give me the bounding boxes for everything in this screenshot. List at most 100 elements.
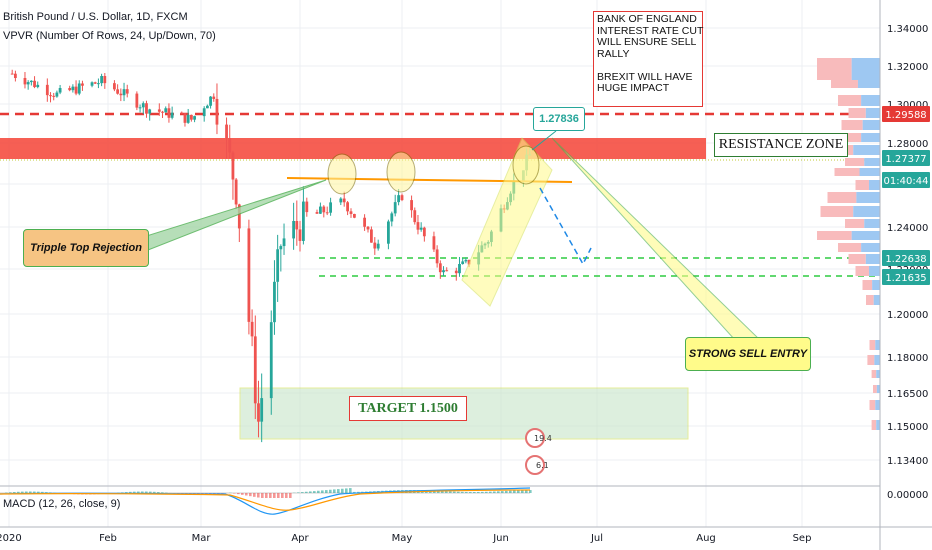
macd-hist-bar [217,493,220,494]
candle-body [36,84,40,88]
candle-body [49,95,52,97]
candle-body [29,80,33,83]
candle-body [138,107,142,109]
event-marker-2[interactable] [525,455,545,475]
vpvr-up [864,158,880,166]
macd-hist-bar [341,488,344,493]
candle-body [202,108,206,117]
event-marker-1[interactable] [525,428,545,448]
vpvr-down [848,108,866,118]
candle-body [225,124,228,139]
candle-body [376,243,380,249]
vpvr-down [838,133,862,142]
candle-body [26,82,30,85]
vpvr-up [876,370,880,378]
time-tick: Feb [99,533,117,544]
candle-body [164,108,168,113]
candle-body [349,211,353,214]
note-line: HUGE IMPACT [597,82,670,94]
macd-hist-bar [21,491,24,493]
vpvr-up [868,266,880,276]
candle-body [170,112,174,118]
macd-hist-bar [277,493,280,498]
candle-body [346,202,349,212]
macd-hist-bar [321,490,324,493]
vpvr-down [873,385,877,393]
candle-body [71,86,75,91]
candle-body [231,152,235,180]
macd-hist-bar [333,489,336,493]
vpvr-up [868,180,880,190]
candle-body [445,270,449,272]
price-label-text: 1.22638 [885,254,926,265]
candle-body [400,195,404,201]
volume-profile [817,58,880,430]
price-tick: 1.28000 [887,139,928,150]
candle-body [295,220,299,230]
macd-hist-bar [517,490,520,493]
macd-hist-bar [265,493,268,498]
candle-body [10,73,14,75]
candle-body [305,201,309,213]
macd-hist-bar [313,491,316,493]
macd-hist-bar [329,489,332,493]
macd-hist-bar [249,493,252,497]
vpvr-up [861,133,880,142]
macd-hist-bar [37,491,40,493]
candle-body [55,92,59,97]
macd-hist-bar [521,490,524,493]
symbol-header[interactable]: British Pound / U.S. Dollar, 1D, FXCM [3,11,188,23]
candle-body [145,103,148,114]
macd-hist-bar [137,491,140,493]
macd-hist-bar [305,491,308,493]
candle-body [81,83,84,86]
macd-hist-bar [45,492,48,493]
candle-body [390,213,394,222]
candle-body [325,212,329,214]
candle-body [253,336,257,404]
candle-body [353,213,356,218]
candle-body [228,138,232,153]
macd-hist-bar [273,493,276,498]
macd-hist-bar [285,493,288,498]
macd-hist-bar [297,492,300,493]
price-label-box [882,172,930,188]
event-marker-2-text: 6.1 [536,461,549,470]
candle-body [419,227,423,230]
time-tick: Jun [492,533,509,544]
price-label-text: 1.27377 [885,154,926,165]
price-axis[interactable]: 1.340001.320001.300001.280001.260001.240… [887,24,928,467]
macd-hist-bar [477,491,480,493]
top-circle-2 [386,151,416,193]
price-label-text: 1.21635 [885,273,926,284]
vpvr-up [876,420,880,430]
candle-body [234,179,238,205]
strong-sell-callout: STRONG SELL ENTRY [685,337,811,371]
candle-body [100,76,104,84]
vpvr-up [851,58,880,80]
candle-body [161,111,164,113]
note-line: BREXIT WILL HAVE [597,70,693,83]
macd-header[interactable]: MACD (12, 26, close, 9) [3,498,121,510]
indicator-header[interactable]: VPVR (Number Of Rows, 24, Up/Down, 70) [3,30,216,42]
time-tick: Aug [696,533,716,544]
candle-body [58,88,62,93]
macd-hist-bar [245,493,248,496]
time-axis[interactable]: 2020 Feb Mar Apr May Jun Jul Aug Sep [0,533,811,544]
peak-label-pointer [531,130,557,151]
candle-body [461,261,465,265]
vpvr-down [817,58,852,80]
candle-body [413,210,417,223]
vpvr-down [867,355,875,365]
vpvr-down [827,192,857,203]
candle-body [298,229,302,241]
vpvr-up [851,231,880,240]
macd-hist-bar [437,490,440,493]
macd-hist-bar [125,492,128,493]
macd-hist-bar [289,493,292,498]
candle-body [148,109,152,114]
candle-body [183,113,187,123]
vpvr-down [871,370,877,378]
vpvr-up [875,340,880,350]
